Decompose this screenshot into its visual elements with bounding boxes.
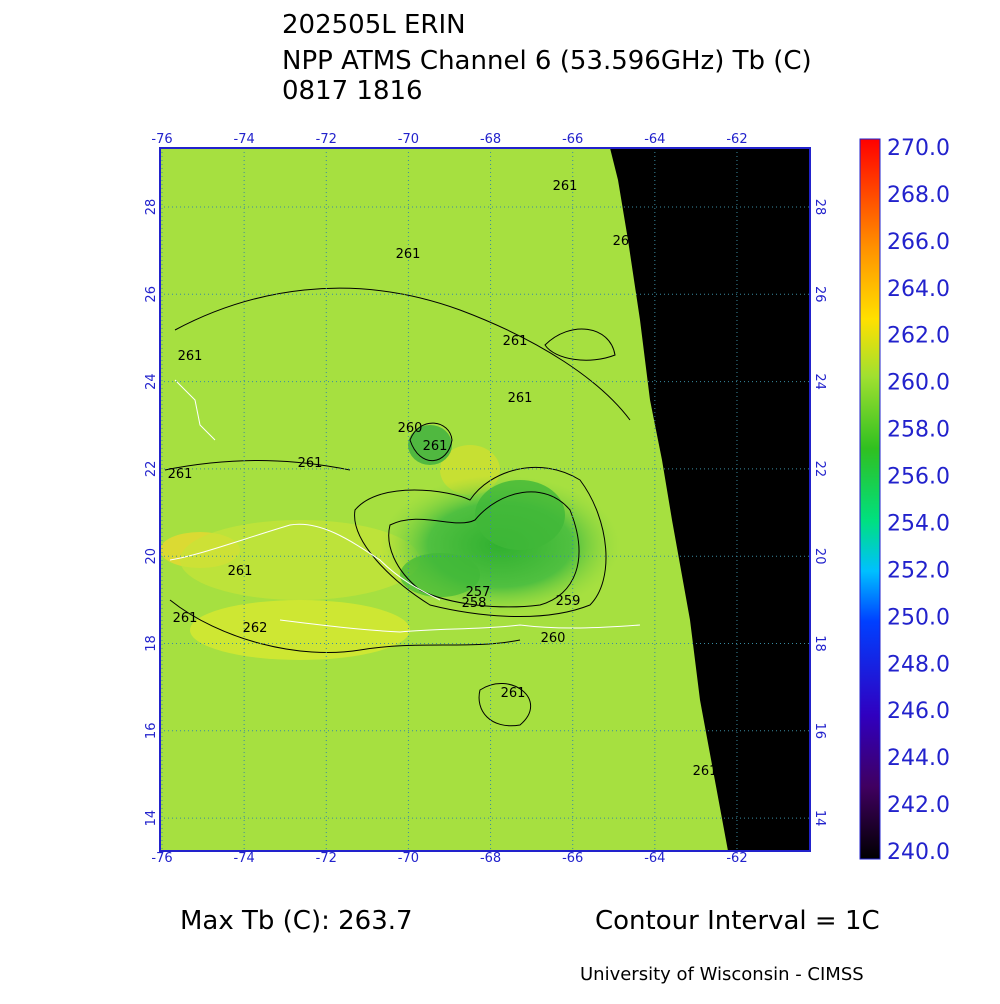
lat-label: 14	[144, 810, 159, 827]
lon-label: -76	[151, 851, 172, 866]
colorbar-label: 252.0	[887, 558, 950, 583]
contour-label: 261	[423, 439, 448, 454]
colorbar-label: 254.0	[887, 511, 950, 536]
lat-label: 28	[812, 199, 827, 216]
lon-label: -62	[726, 851, 747, 866]
colorbar-label: 258.0	[887, 418, 950, 443]
lon-label: -74	[234, 132, 255, 147]
contour-label: 261	[298, 456, 323, 471]
lon-label: -72	[316, 132, 337, 147]
storm	[475, 480, 565, 550]
lon-label: -64	[644, 132, 665, 147]
storm	[400, 553, 480, 597]
lon-label: -62	[726, 132, 747, 147]
colorbar-label: 260.0	[887, 371, 950, 396]
colorbar-label: 256.0	[887, 465, 950, 490]
contour-label: 261	[168, 467, 193, 482]
colorbar-label: 264.0	[887, 277, 950, 302]
contour-label: 261	[553, 179, 578, 194]
no-data-area	[610, 148, 810, 851]
title-line: 0817 1816	[282, 76, 423, 106]
contour-label: 261	[693, 764, 718, 779]
lat-label: 26	[812, 286, 827, 303]
lat-label: 22	[144, 461, 159, 478]
contour-label: 258	[462, 596, 487, 611]
contour-label: 261	[501, 686, 526, 701]
grid	[160, 148, 810, 851]
contour-label: 257	[466, 585, 491, 600]
lon-label: -66	[562, 851, 583, 866]
lat-label: 28	[144, 199, 159, 216]
lat-label: 20	[144, 548, 159, 565]
lat-label: 22	[812, 461, 827, 478]
contour-label: 261	[396, 247, 421, 262]
lon-label: -66	[562, 132, 583, 147]
lon-label: -72	[316, 851, 337, 866]
colorbar-label: 266.0	[887, 230, 950, 255]
title: 202505L ERIN NPP ATMS Channel 6 (53.596G…	[282, 10, 812, 106]
contour-label: 261	[173, 611, 198, 626]
lat-label: 16	[812, 723, 827, 740]
title-line: 202505L ERIN	[282, 10, 466, 40]
contour-labels: 2612602612612612612602612612612612612622…	[168, 179, 718, 779]
colorbar-label: 242.0	[887, 793, 950, 818]
contour-label: 259	[556, 594, 581, 609]
lat-label: 14	[812, 810, 827, 827]
contour-label: 260	[613, 234, 638, 249]
lon-label: -74	[234, 851, 255, 866]
warm-area	[180, 520, 420, 600]
axis-labels: -76 -76 -74 -74 -72 -72 -70 -70 -68 -68 -66 -66 -64 -…	[144, 132, 827, 866]
colorbar-label: 248.0	[887, 652, 950, 677]
lat-label: 20	[812, 548, 827, 565]
lat-label: 18	[812, 635, 827, 652]
colorbar-label: 246.0	[887, 699, 950, 724]
lat-label: 18	[144, 635, 159, 652]
lon-label: -70	[398, 851, 419, 866]
map-frame	[159, 147, 811, 852]
colorbar: 270.0 268.0 266.0 264.0 262.0 260.0 258.0 256.0…	[859, 136, 950, 865]
colorbar-label: 250.0	[887, 605, 950, 630]
title-line: NPP ATMS Channel 6 (53.596GHz) Tb (C)	[282, 46, 812, 76]
lat-label: 24	[812, 373, 827, 390]
colorbar-label: 240.0	[887, 840, 950, 865]
lat-label: 26	[144, 286, 159, 303]
colorbar-scale	[859, 138, 881, 860]
contour-label: 261	[508, 391, 533, 406]
contour-label: 260	[541, 631, 566, 646]
colorbar-label: 268.0	[887, 183, 950, 208]
max-tb: Max Tb (C): 263.7	[180, 906, 413, 936]
lon-label: -76	[151, 132, 172, 147]
contour-label: 260	[398, 421, 423, 436]
lon-label: -70	[398, 132, 419, 147]
map: 2612602612612612612602612612612612612622…	[144, 132, 827, 866]
contour-label: 261	[503, 334, 528, 349]
colorbar-label: 244.0	[887, 746, 950, 771]
footer: Max Tb (C): 263.7 Contour Interval = 1C …	[180, 906, 880, 985]
contour-label: 261	[178, 349, 203, 364]
colorbar-label: 270.0	[887, 136, 950, 161]
lon-label: -68	[480, 132, 501, 147]
contour-interval: Contour Interval = 1C	[595, 906, 880, 936]
lat-label: 16	[144, 723, 159, 740]
lon-label: -68	[480, 851, 501, 866]
colorbar-label: 262.0	[887, 324, 950, 349]
contour-label: 261	[228, 564, 253, 579]
warm-area	[190, 600, 410, 660]
lat-label: 24	[144, 373, 159, 390]
contour-label: 262	[243, 621, 268, 636]
lon-label: -64	[644, 851, 665, 866]
credit: University of Wisconsin - CIMSS	[580, 964, 864, 985]
